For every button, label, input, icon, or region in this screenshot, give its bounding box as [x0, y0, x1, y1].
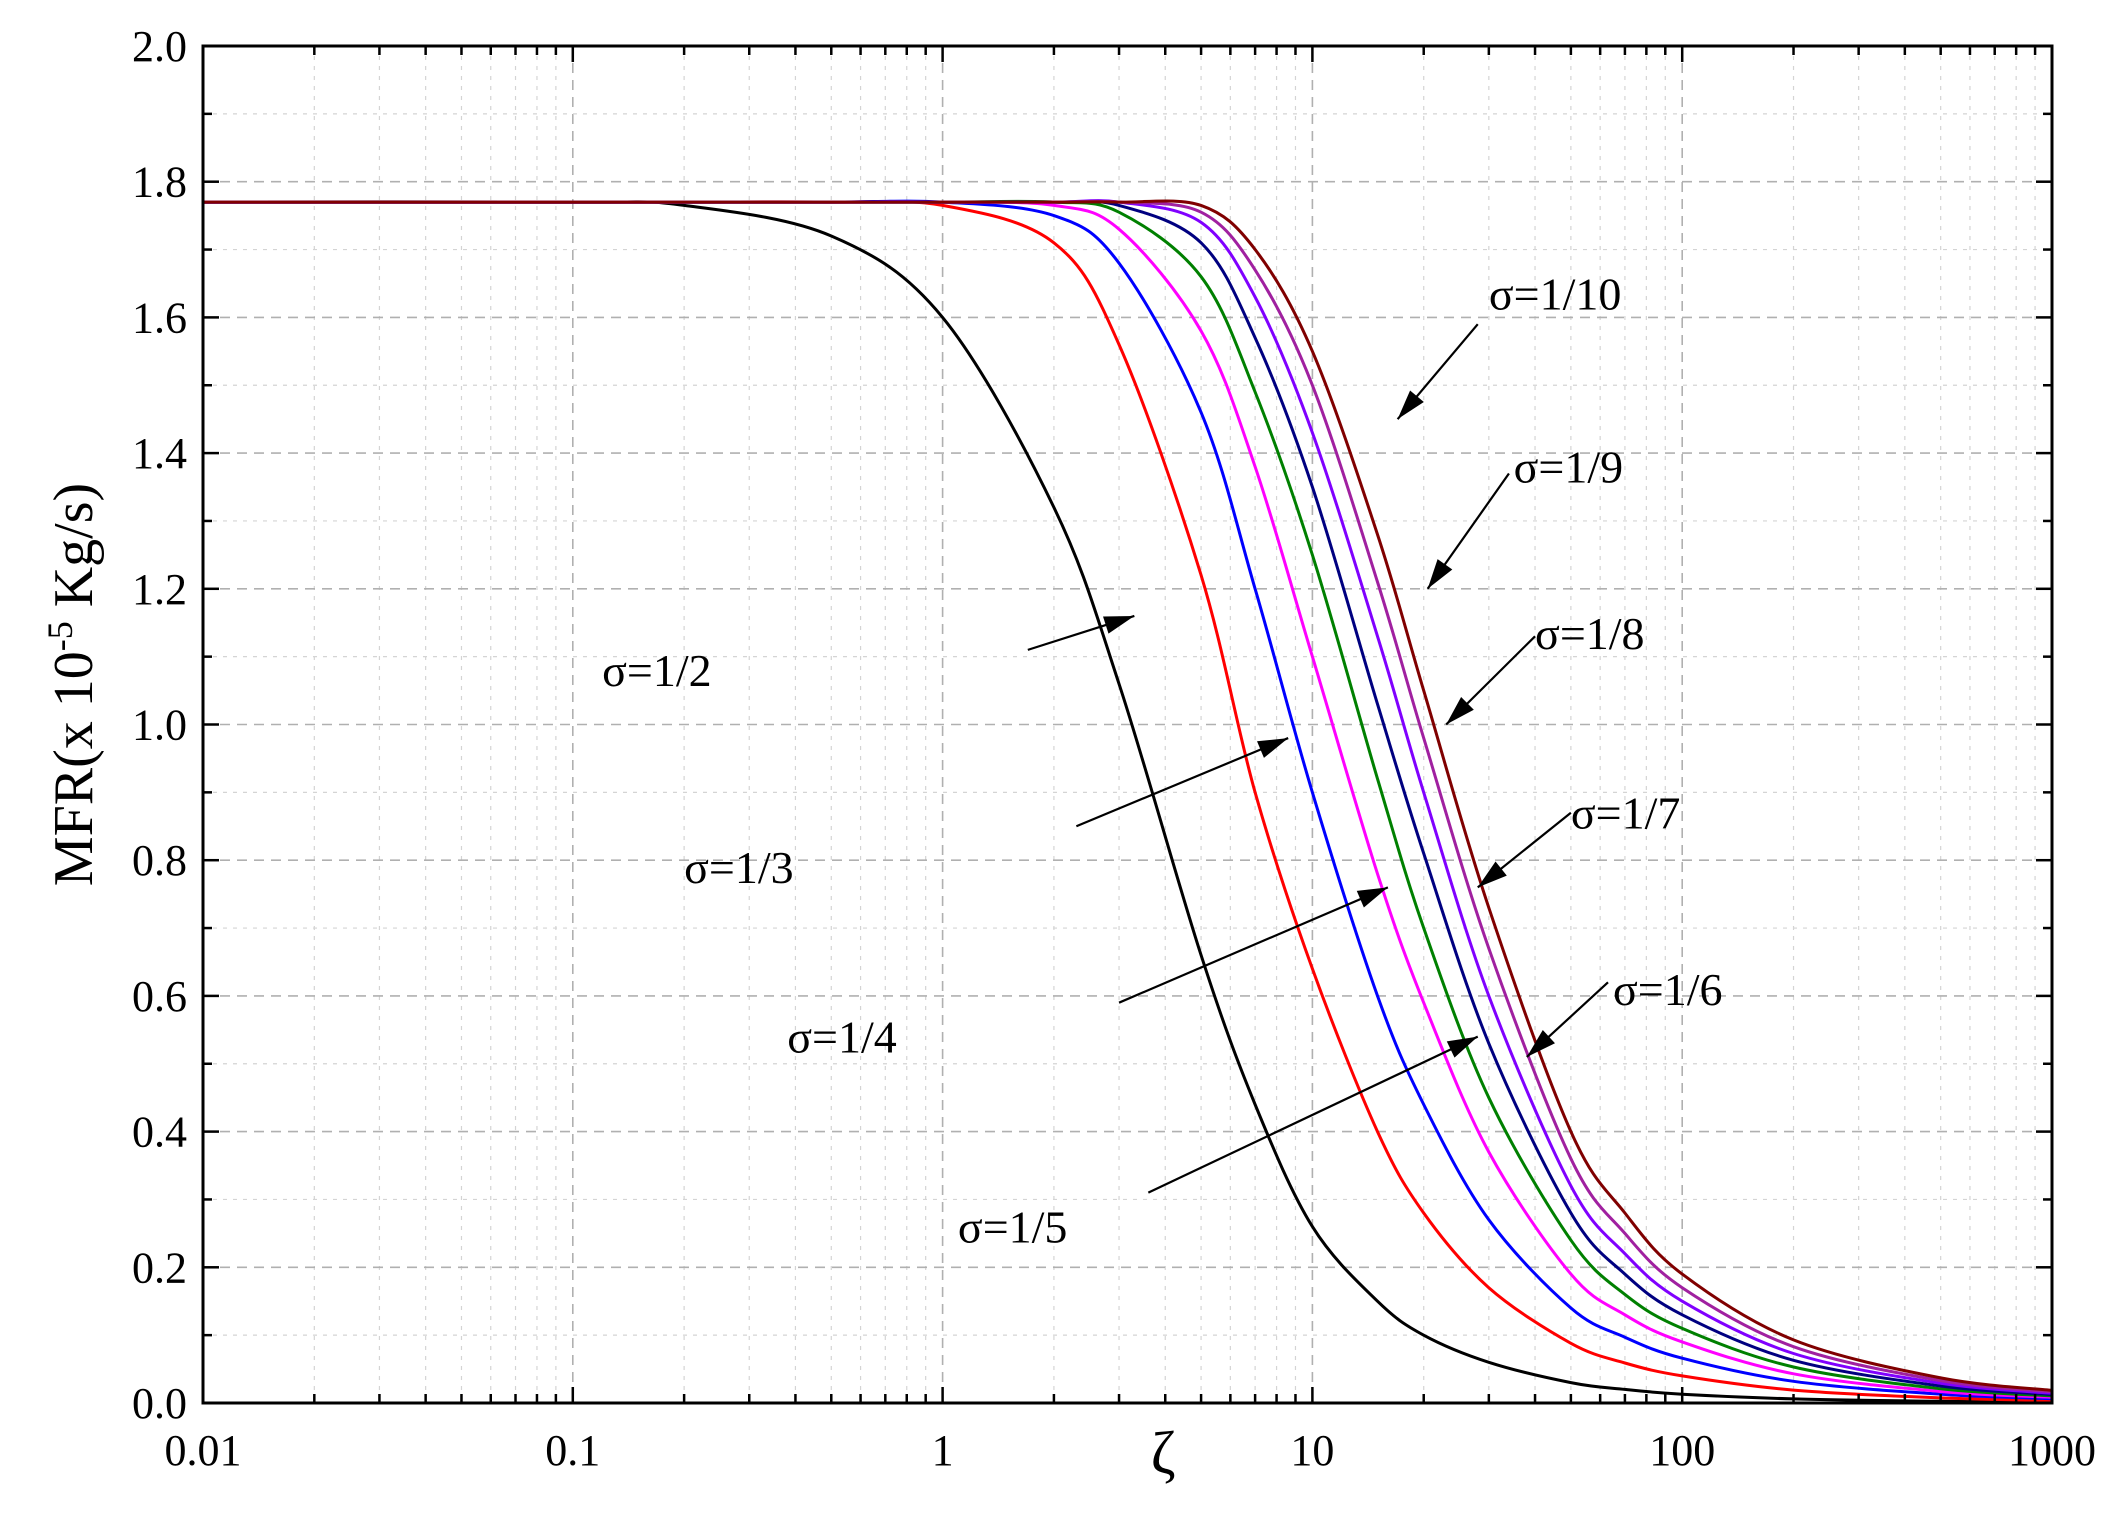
y-tick-label: 0.0 [132, 1379, 187, 1428]
y-axis-title: MFR(x 10-5 Kg/s) [40, 483, 105, 886]
series-line-9 [202, 199, 2053, 1392]
y-axis-title-units: Kg/s) [43, 483, 105, 621]
annotation-arrowhead-4 [1477, 861, 1507, 888]
series-line-1 [202, 200, 2053, 1404]
y-axis-title-exponent: -5 [40, 621, 80, 651]
annotation-leader-8 [1075, 737, 1289, 828]
annotation-arrowhead-1 [1397, 390, 1424, 420]
y-tick-label: 1.0 [132, 701, 187, 750]
x-tick-label: 1000 [2008, 1426, 2096, 1475]
annotation-label-2: σ=1/9 [1514, 442, 1624, 493]
x-tick-label: 0.1 [545, 1426, 600, 1475]
annotation-arrowhead-7 [1356, 887, 1388, 908]
annotation-label-6: σ=1/5 [958, 1202, 1068, 1253]
series-line-6 [202, 199, 2053, 1396]
grid [203, 46, 2052, 1403]
annotation-arrowhead-2 [1427, 559, 1453, 589]
series-line-3 [202, 199, 2053, 1401]
annotation-leader-6 [1147, 1035, 1479, 1194]
annotation-label-7: σ=1/4 [787, 1012, 897, 1063]
series-line-4 [202, 200, 2053, 1399]
y-tick-labels: 0.0 0.2 0.4 0.6 0.8 1.0 1.2 1.4 1.6 1.8 2.0 [132, 22, 187, 1428]
annotation-leader-7 [1118, 886, 1389, 1004]
annotation-arrowhead-8 [1257, 738, 1289, 758]
series-line-8 [202, 199, 2053, 1394]
series-lines [202, 199, 2053, 1404]
x-tick-label: 0.01 [165, 1426, 242, 1475]
annotation-arrowhead-5 [1526, 1030, 1555, 1057]
annotation-label-3: σ=1/8 [1535, 608, 1645, 659]
annotations: σ=1/10 σ=1/9 σ=1/8 σ=1/7 σ=1/6 σ=1/5 σ=1/4 σ=1/… [602, 269, 1722, 1253]
x-tick-label: 100 [1649, 1426, 1715, 1475]
annotation-label-8: σ=1/3 [684, 842, 794, 893]
y-tick-label: 0.6 [132, 972, 187, 1021]
series-line-7 [202, 199, 2053, 1395]
y-tick-label: 1.4 [132, 429, 187, 478]
y-tick-label: 1.6 [132, 293, 187, 342]
x-tick-label: 10 [1290, 1426, 1334, 1475]
annotation-arrowhead-9 [1103, 615, 1135, 634]
annotation-arrowhead-6 [1446, 1036, 1478, 1058]
annotation-label-1: σ=1/10 [1489, 269, 1622, 320]
y-tick-label: 0.4 [132, 1108, 187, 1157]
y-tick-label: 0.2 [132, 1243, 187, 1292]
x-tick-label: 1 [932, 1426, 954, 1475]
y-tick-label: 2.0 [132, 22, 187, 71]
y-axis-title-main: MFR(x 10 [43, 651, 105, 886]
x-tick-labels: 0.01 0.1 1 10 100 1000 [165, 1426, 2097, 1475]
annotation-arrowhead-3 [1446, 696, 1474, 725]
series-line-2 [202, 199, 2053, 1402]
y-tick-label: 1.8 [132, 158, 187, 207]
y-tick-label: 1.2 [132, 565, 187, 614]
y-tick-label: 0.8 [132, 836, 187, 885]
x-axis-title: ζ [1151, 1420, 1176, 1486]
annotation-label-9: σ=1/2 [602, 645, 712, 696]
annotation-label-5: σ=1/6 [1613, 964, 1723, 1015]
axis-ticks [201, 44, 2054, 1405]
annotation-label-4: σ=1/7 [1571, 788, 1681, 839]
series-line-5 [202, 199, 2053, 1398]
